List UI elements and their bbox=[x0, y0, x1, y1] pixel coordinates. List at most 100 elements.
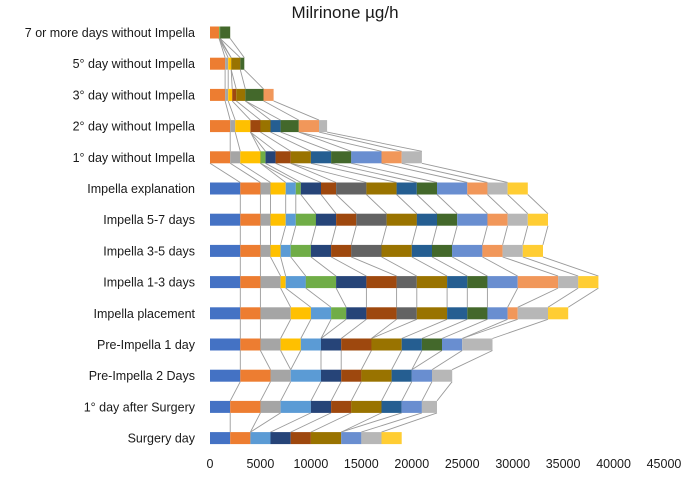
series-line bbox=[310, 381, 322, 402]
bar-segment bbox=[240, 151, 261, 164]
bar-segment bbox=[411, 369, 432, 382]
series-line bbox=[567, 287, 599, 308]
bar-segment bbox=[228, 88, 233, 101]
bar-segment bbox=[270, 120, 281, 133]
bar-segment bbox=[507, 182, 528, 195]
series-line bbox=[330, 256, 367, 277]
series-line bbox=[396, 194, 418, 215]
bar-segment bbox=[507, 307, 518, 320]
series-line bbox=[360, 350, 372, 370]
series-line bbox=[441, 318, 488, 339]
series-line bbox=[250, 131, 261, 152]
series-line bbox=[502, 225, 509, 246]
bar-segment bbox=[285, 213, 296, 226]
category-label: 1° day without Impella bbox=[73, 151, 195, 165]
bar-segment bbox=[300, 338, 321, 351]
bar-segment bbox=[210, 151, 231, 164]
bar-segment bbox=[210, 276, 241, 289]
bar-segment bbox=[467, 276, 488, 289]
series-line bbox=[260, 131, 291, 152]
series-line bbox=[507, 287, 519, 308]
x-tick-label: 40000 bbox=[596, 457, 631, 471]
series-line bbox=[229, 381, 241, 402]
series-line bbox=[243, 69, 264, 90]
series-line bbox=[300, 194, 317, 214]
series-line bbox=[411, 350, 443, 371]
category-label: 3° day without Impella bbox=[73, 88, 195, 102]
bar-segment bbox=[230, 120, 236, 133]
series-line bbox=[481, 225, 488, 246]
bar-segment bbox=[447, 307, 468, 320]
series-line bbox=[350, 225, 357, 246]
bar-segment bbox=[280, 120, 299, 133]
bar-segment bbox=[381, 400, 402, 413]
x-tick-label: 35000 bbox=[546, 457, 581, 471]
bar-segment bbox=[260, 276, 281, 289]
category-label: Surgery day bbox=[128, 432, 196, 446]
bar-segment bbox=[558, 276, 579, 289]
bar-segment bbox=[240, 57, 245, 70]
series-line bbox=[245, 100, 281, 121]
bar-segment bbox=[260, 151, 266, 164]
bar-segment bbox=[487, 182, 508, 195]
series-line bbox=[260, 162, 297, 183]
bar-segment bbox=[260, 120, 271, 133]
bar-segment bbox=[396, 182, 417, 195]
series-line bbox=[335, 287, 347, 308]
series-line bbox=[290, 162, 337, 183]
bar-segment bbox=[578, 276, 599, 289]
series-line bbox=[466, 194, 488, 215]
series-line bbox=[542, 225, 549, 246]
chart-title: Milrinone µg/h bbox=[291, 3, 398, 22]
series-line bbox=[381, 381, 392, 402]
series-line bbox=[431, 225, 438, 246]
bar-segment bbox=[250, 432, 271, 445]
series-line bbox=[391, 350, 403, 370]
series-line bbox=[381, 256, 418, 277]
bar-segment bbox=[290, 244, 311, 257]
bar-segment bbox=[381, 244, 412, 257]
bar-segment bbox=[210, 26, 220, 39]
bar-segment bbox=[295, 182, 301, 195]
series-line bbox=[351, 256, 397, 277]
series-line bbox=[280, 381, 292, 402]
bar-segment bbox=[356, 213, 387, 226]
bar-segment bbox=[232, 88, 237, 101]
category-label: Impella 1-3 days bbox=[103, 276, 195, 290]
series-line bbox=[229, 162, 261, 183]
bar-segment bbox=[416, 213, 437, 226]
bar-segment bbox=[331, 307, 347, 320]
bar-segment bbox=[295, 213, 316, 226]
bar-segment bbox=[220, 26, 231, 39]
series-line bbox=[381, 225, 388, 246]
category-label: 2° day without Impella bbox=[73, 120, 195, 134]
bar-segment bbox=[371, 338, 402, 351]
series-line bbox=[436, 194, 458, 215]
bar-segment bbox=[351, 400, 382, 413]
bar-segment bbox=[240, 213, 261, 226]
bar-segment bbox=[457, 213, 488, 226]
series-line bbox=[218, 38, 226, 58]
bar-segment bbox=[280, 244, 291, 257]
bar-segment bbox=[366, 307, 397, 320]
bar-segment bbox=[416, 182, 437, 195]
series-line bbox=[330, 381, 342, 402]
bar-segment bbox=[298, 120, 319, 133]
bar-segment bbox=[210, 182, 241, 195]
bar-segment bbox=[396, 276, 417, 289]
series-line bbox=[411, 225, 418, 246]
bar-segment bbox=[432, 244, 453, 257]
series-line bbox=[290, 350, 302, 370]
bar-segment bbox=[250, 120, 261, 133]
category-label: Impella 5-7 days bbox=[103, 213, 195, 227]
series-connector-lines bbox=[209, 38, 599, 433]
bar-segment bbox=[230, 151, 241, 164]
bar-segment bbox=[331, 400, 352, 413]
bar-segment bbox=[467, 307, 488, 320]
series-line bbox=[340, 318, 367, 339]
bar-segment bbox=[240, 276, 261, 289]
bar-segment bbox=[421, 400, 437, 413]
series-line bbox=[300, 319, 312, 339]
series-line bbox=[421, 318, 468, 339]
